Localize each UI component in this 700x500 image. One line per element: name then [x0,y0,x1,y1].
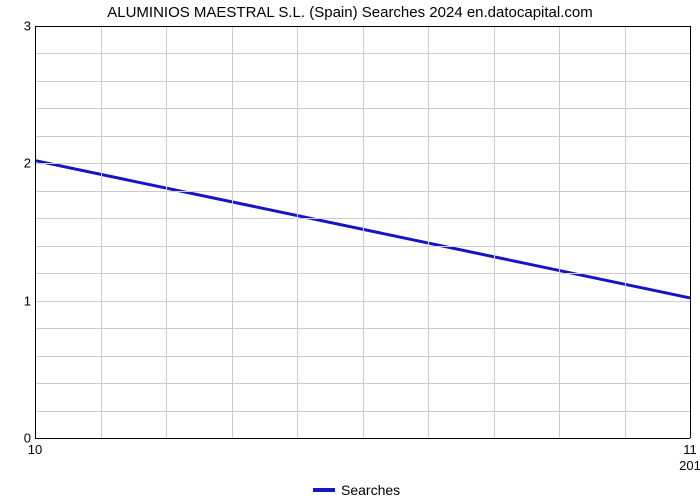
grid-line-v [297,26,298,438]
plot-area [35,26,690,438]
legend-label: Searches [341,482,400,498]
grid-line-v [428,26,429,438]
legend-swatch [313,488,335,492]
grid-line-v [559,26,560,438]
axis-border [35,438,690,439]
x-sub-label: 201 [679,458,700,473]
grid-line-v [363,26,364,438]
grid-line-v [494,26,495,438]
axis-border [35,26,36,438]
chart-container: ALUMINIOS MAESTRAL S.L. (Spain) Searches… [0,0,700,500]
grid-line-v [232,26,233,438]
legend: Searches [313,482,400,498]
x-tick-label: 10 [28,442,42,457]
chart-title: ALUMINIOS MAESTRAL S.L. (Spain) Searches… [0,4,700,21]
grid-line-v [166,26,167,438]
axis-border [35,26,690,27]
y-tick-label: 2 [11,156,31,171]
axis-border [690,26,691,438]
x-tick-label: 11 [683,442,697,457]
grid-line-v [625,26,626,438]
y-tick-label: 3 [11,19,31,34]
grid-line-v [101,26,102,438]
y-tick-label: 1 [11,293,31,308]
